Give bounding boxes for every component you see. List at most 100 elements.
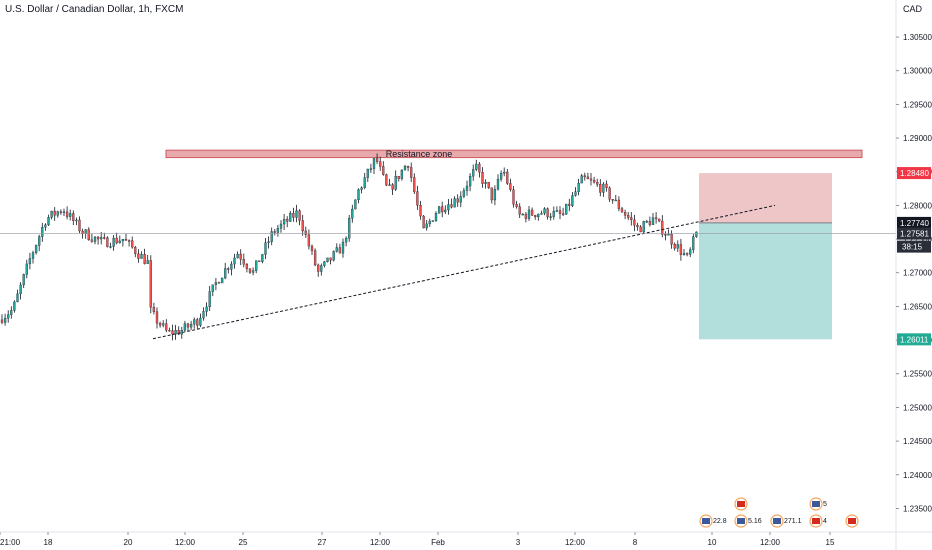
candle-body: [103, 237, 106, 239]
time-tick-label: 18: [44, 538, 53, 547]
candle-body: [118, 240, 121, 244]
candle-body: [248, 268, 252, 273]
candle-body: [317, 264, 320, 272]
candle-body: [304, 230, 307, 235]
candle-body: [456, 198, 459, 203]
candle-body: [93, 236, 97, 242]
price-tick-label: 1.23500: [903, 504, 932, 513]
candle-body: [447, 204, 450, 211]
candle-body: [307, 234, 311, 247]
candle-body: [31, 252, 35, 259]
candle-body: [363, 177, 366, 188]
candle-body: [592, 180, 596, 183]
candle-body: [459, 196, 462, 203]
candle-body: [664, 234, 667, 236]
candle-body: [326, 257, 329, 262]
candle-body: [496, 179, 500, 190]
candle-body: [465, 185, 469, 191]
last-price-badge: 1.27581: [900, 230, 929, 239]
candle-body: [580, 175, 583, 184]
time-tick-label: 27: [318, 538, 327, 547]
candle-body: [568, 203, 571, 206]
candle-body: [493, 189, 497, 201]
price-tick-label: 1.24000: [903, 471, 932, 480]
candle-body: [679, 244, 683, 255]
candle-body: [28, 258, 32, 265]
price-tick-label: 1.26500: [903, 302, 932, 311]
candle-body: [134, 246, 137, 254]
candle-body: [100, 237, 103, 240]
candle-body: [673, 244, 676, 249]
candle-body: [286, 218, 289, 222]
target-price-badge-bg: [897, 333, 931, 346]
candle-body: [162, 323, 165, 326]
candle-body: [205, 306, 208, 312]
candle-body: [478, 163, 481, 173]
candle-body: [425, 223, 428, 229]
candle-body: [354, 199, 357, 210]
candle-body: [484, 182, 487, 184]
candle-body: [47, 217, 50, 226]
resistance-zone-label: Resistance zone: [386, 149, 453, 159]
time-tick-label: 15: [826, 538, 835, 547]
candle-body: [596, 182, 599, 185]
candle-body: [338, 247, 342, 254]
candle-body: [537, 213, 540, 218]
candle-body: [332, 251, 335, 261]
candle-body: [245, 264, 249, 269]
candle-body: [472, 169, 475, 177]
time-tick-label: 25: [239, 538, 248, 547]
candle-body: [419, 205, 422, 217]
candle-body: [183, 323, 187, 331]
candle-body: [69, 213, 72, 217]
candle-body: [623, 212, 627, 216]
candle-body: [503, 171, 506, 174]
candle-body: [211, 284, 214, 292]
candle-body: [72, 213, 75, 221]
candle-body: [323, 261, 326, 266]
candle-body: [599, 184, 602, 193]
candle-body: [131, 240, 134, 248]
countdown-badge: 38:15: [902, 243, 923, 252]
candle-body: [59, 211, 63, 213]
candle-body: [282, 218, 286, 225]
candle-body: [586, 176, 590, 180]
candle-body: [78, 219, 81, 232]
candle-body: [251, 270, 255, 273]
candle-body: [676, 244, 679, 249]
trendline: [152, 204, 776, 340]
candle-body: [546, 208, 549, 218]
candle-body: [614, 199, 617, 202]
candle-body: [444, 209, 447, 213]
candle-body: [242, 259, 245, 265]
stop-price-badge: 1.28480: [900, 169, 929, 178]
candle-body: [682, 253, 686, 255]
candle-body: [171, 330, 174, 335]
candle-body: [310, 245, 314, 251]
candle-body: [0, 319, 4, 323]
candle-body: [217, 282, 221, 284]
candle-body: [38, 236, 41, 246]
candle-body: [642, 221, 645, 233]
candle-body: [255, 260, 258, 271]
chart-title: U.S. Dollar / Canadian Dollar, 1h, FXCM: [5, 4, 184, 15]
candle-body: [124, 239, 128, 241]
candle-body: [186, 323, 190, 328]
candle-body: [199, 317, 202, 326]
candle-body: [400, 169, 404, 179]
time-tick-label: 3: [516, 538, 521, 547]
candle-body: [177, 330, 180, 335]
candle-body: [276, 228, 280, 233]
take-profit-zone: [699, 222, 832, 340]
candle-body: [658, 218, 661, 222]
time-tick-label: 12:00: [760, 538, 781, 547]
time-tick-label: 21:00: [0, 538, 21, 547]
candle-body: [605, 183, 608, 189]
candle-body: [475, 163, 478, 170]
candle-body: [654, 217, 658, 220]
price-tick-label: 1.25000: [903, 403, 932, 412]
event-flag-icon: [702, 518, 710, 524]
candle-body: [158, 322, 162, 326]
candle-body: [220, 277, 224, 284]
